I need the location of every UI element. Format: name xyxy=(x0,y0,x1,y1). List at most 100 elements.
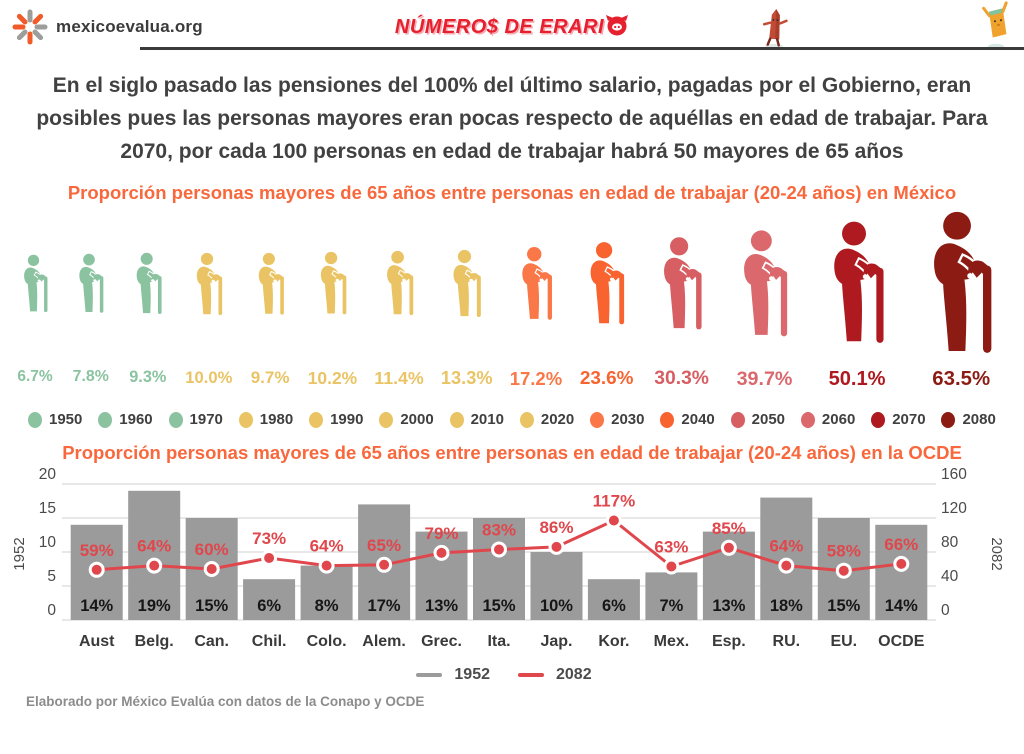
year-legend-item: 2010 xyxy=(449,411,504,428)
pictogram-icon-box xyxy=(128,208,169,360)
year-legend: 1950 1960 1970 1980 1990 2000 2010 2020 2030 2040… xyxy=(28,411,996,428)
line-point xyxy=(376,557,393,574)
right-axis-title: 2082 xyxy=(988,538,1005,571)
line-value-label: 64% xyxy=(137,537,171,556)
pictogram-value-label: 6.7% xyxy=(17,368,53,386)
line-value-label: 63% xyxy=(654,538,688,557)
bar xyxy=(530,552,583,621)
legend-swatch-icon xyxy=(416,673,443,678)
bar-value-label: 8% xyxy=(315,597,339,615)
pictogram-item: 50.1% xyxy=(817,208,897,391)
x-axis-label: Ita. xyxy=(487,633,510,650)
starburst-icon xyxy=(12,9,48,45)
pictogram-item: 39.7% xyxy=(729,208,799,391)
pictogram-value-label: 9.7% xyxy=(250,368,290,388)
pictogram-icon-box xyxy=(71,208,110,360)
line-point xyxy=(663,558,680,575)
bar-value-label: 13% xyxy=(425,597,458,615)
elderly-person-with-cane-icon xyxy=(744,229,788,336)
bar xyxy=(473,518,525,621)
pictogram-icon-box xyxy=(729,208,799,360)
bar xyxy=(645,572,698,621)
year-legend-item: 2080 xyxy=(941,411,996,429)
year-label: 1950 xyxy=(49,411,83,429)
year-label: 2030 xyxy=(611,411,645,429)
bar-value-label: 6% xyxy=(257,597,281,615)
elderly-person-with-cane-icon xyxy=(320,252,346,315)
pictogram-icon-box xyxy=(378,208,421,360)
x-axis-label: EU. xyxy=(830,633,857,650)
elderly-person-with-cane-icon xyxy=(591,242,625,325)
bar-value-label: 6% xyxy=(602,597,626,615)
bill-mascot-icon xyxy=(982,1,1008,49)
line-point xyxy=(433,545,450,562)
year-dot-icon xyxy=(590,411,605,428)
pictogram-item: 30.3% xyxy=(651,208,712,391)
x-axis-label: OCDE xyxy=(878,633,925,650)
line-value-label: 85% xyxy=(712,519,746,538)
line-value-label: 79% xyxy=(425,524,459,543)
line-value-label: 58% xyxy=(827,542,861,561)
line-point xyxy=(146,557,163,574)
year-legend-item: 1960 xyxy=(98,411,153,428)
crayon-mascot-icon xyxy=(762,9,788,48)
infographic-page: mexicoevalua.org NÚMERO$ DE ERARI xyxy=(11,1,1024,709)
pictogram-value-label: 13.3% xyxy=(440,368,493,389)
pictogram-value-label: 9.3% xyxy=(129,368,167,387)
bar-value-label: 10% xyxy=(540,597,573,615)
bar-value-label: 19% xyxy=(138,597,171,615)
year-dot-icon xyxy=(519,411,534,428)
year-legend-item: 1950 xyxy=(28,411,82,428)
bar xyxy=(300,565,353,621)
left-axis-title: 1952 xyxy=(11,538,28,571)
x-axis-label: Jap. xyxy=(540,633,572,650)
x-axis-label: Can. xyxy=(194,633,229,650)
pictogram-value-label: 7.8% xyxy=(72,368,109,386)
pictogram-icon-box xyxy=(250,208,291,360)
site-brand: mexicoevalua.org xyxy=(12,9,203,45)
site-name: mexicoevalua.org xyxy=(56,17,203,36)
line-point xyxy=(720,540,737,557)
year-label: 2070 xyxy=(892,411,926,429)
elderly-person-with-cane-icon xyxy=(258,252,284,315)
pictogram-item: 10.2% xyxy=(308,208,357,391)
pictogram-value-label: 10.0% xyxy=(185,368,233,388)
elderly-person-with-cane-icon xyxy=(934,211,992,353)
pictogram-item: 9.7% xyxy=(250,208,291,391)
left-axis-tick-label: 0 xyxy=(47,602,56,619)
x-axis-label: Aust xyxy=(79,633,115,650)
year-legend-item: 1990 xyxy=(309,411,363,428)
line-point xyxy=(835,562,852,579)
pictogram-item: 9.3% xyxy=(128,208,169,391)
year-legend-item: 2020 xyxy=(519,411,575,429)
year-dot-icon xyxy=(238,411,253,428)
year-legend-item: 2030 xyxy=(590,411,645,429)
right-axis-tick-label: 0 xyxy=(941,602,950,619)
year-label: 2020 xyxy=(540,411,575,429)
pictogram-item: 6.7% xyxy=(16,208,54,391)
bar xyxy=(587,579,640,621)
year-label: 2040 xyxy=(681,411,715,429)
elderly-person-with-cane-icon xyxy=(24,254,48,313)
pictogram-value-label: 63.5% xyxy=(932,368,991,391)
pictogram-item: 10.0% xyxy=(185,208,232,391)
year-dot-icon xyxy=(379,411,394,428)
year-legend-item: 2050 xyxy=(730,411,785,428)
bar-value-label: 18% xyxy=(770,597,803,615)
pictogram-icon-box xyxy=(512,208,560,360)
pictogram-value-label: 50.1% xyxy=(828,368,886,391)
year-legend-item: 2060 xyxy=(800,411,855,428)
year-label: 2080 xyxy=(962,411,996,429)
right-axis-tick-label: 120 xyxy=(941,500,967,517)
pictogram-icon-box xyxy=(579,208,634,360)
line-point xyxy=(548,539,565,556)
elderly-person-with-cane-icon xyxy=(664,236,702,330)
elderly-person-with-cane-icon xyxy=(79,253,104,313)
line-value-label: 117% xyxy=(593,492,636,511)
header-divider xyxy=(140,47,1024,50)
year-dot-icon xyxy=(168,411,183,428)
year-label: 1990 xyxy=(330,411,364,429)
line-value-label: 83% xyxy=(482,521,516,540)
line-point xyxy=(605,512,622,529)
line-point xyxy=(491,541,507,558)
